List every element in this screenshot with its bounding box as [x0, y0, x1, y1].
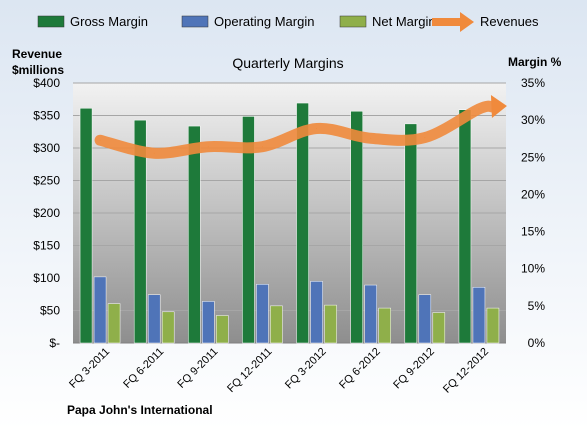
bar-operating-margin [418, 294, 432, 344]
bar-net-margin [161, 311, 175, 344]
right-tick-label: 35% [521, 76, 545, 90]
bar-net-margin [324, 304, 337, 344]
legend-label: Net Margin [372, 14, 436, 29]
legend-label: Gross Margin [70, 14, 148, 29]
revenue-point [316, 128, 318, 129]
legend-swatch [181, 15, 209, 28]
bar-operating-margin [93, 276, 107, 344]
right-axis-ticks: 0% 5% 10% 15% 20% 25% 30% 35% [521, 76, 545, 350]
left-tick-label: $200 [33, 206, 60, 220]
bar-net-margin [432, 312, 446, 344]
right-tick-label: 25% [521, 150, 545, 164]
bar-gross-margin [79, 108, 93, 344]
left-tick-label: $- [49, 336, 60, 350]
right-tick-label: 0% [528, 336, 546, 350]
bar-gross-margin [296, 102, 309, 344]
right-tick-label: 20% [521, 187, 545, 201]
legend-item-gross-margin: Gross Margin [37, 14, 148, 29]
left-tick-label: $250 [33, 174, 60, 188]
revenue-line-group [94, 95, 507, 159]
bar-operating-margin [202, 301, 215, 344]
revenue-line-arrowhead [490, 95, 507, 118]
bar-operating-margin [256, 284, 269, 344]
left-tick-label: $100 [33, 271, 60, 285]
footer-company-name: Papa John's International [67, 403, 213, 417]
left-axis-label-line1: Revenue [12, 47, 62, 61]
revenue-point [207, 146, 209, 148]
left-tick-label: $300 [33, 141, 60, 155]
revenue-point [99, 139, 101, 141]
left-axis-ticks: $- $50 $100 $150 $200 $250 $300 $350 $400 [33, 76, 60, 350]
left-tick-label: $150 [33, 239, 60, 253]
revenue-point [370, 137, 372, 139]
legend-item-net-margin: Net Margin [339, 14, 436, 29]
bar-gross-margin [404, 123, 418, 344]
bar-net-margin [270, 305, 283, 344]
bar-gross-margin [188, 125, 201, 344]
legend-label: Revenues [480, 14, 539, 29]
bar-gross-margin [458, 109, 472, 344]
legend: Gross Margin Operating Margin Net Margin Re… [37, 12, 539, 32]
right-tick-label: 5% [528, 299, 546, 313]
bar-operating-margin [147, 294, 161, 344]
bar-gross-margin [133, 119, 147, 344]
bars [79, 102, 500, 344]
bar-operating-margin [364, 284, 377, 344]
chart-title: Quarterly Margins [232, 55, 343, 71]
bar-gross-margin [242, 116, 255, 344]
legend-item-revenues: Revenues [432, 12, 539, 32]
left-tick-label: $50 [40, 304, 60, 318]
legend-label: Operating Margin [214, 14, 314, 29]
revenue-point [478, 108, 480, 110]
bar-gross-margin [350, 110, 363, 344]
legend-swatch [37, 15, 65, 28]
bar-net-margin [216, 315, 229, 344]
legend-swatch [432, 18, 462, 26]
bar-operating-margin [472, 287, 486, 344]
right-tick-label: 10% [521, 262, 545, 276]
bar-net-margin [378, 307, 391, 344]
bar-net-margin [107, 303, 121, 344]
legend-arrowhead [460, 12, 474, 32]
left-tick-label: $350 [33, 109, 60, 123]
left-tick-label: $400 [33, 76, 60, 90]
right-tick-label: 15% [521, 225, 545, 239]
legend-swatch [339, 15, 367, 28]
revenue-point [153, 152, 155, 154]
right-tick-label: 30% [521, 113, 545, 127]
bar-net-margin [486, 307, 500, 344]
revenue-point [424, 137, 426, 139]
revenue-point [261, 146, 263, 148]
bar-operating-margin [310, 281, 323, 344]
legend-item-operating-margin: Operating Margin [181, 14, 314, 29]
left-axis-label-line2: $millions [12, 63, 64, 77]
right-axis-label: Margin % [508, 55, 562, 69]
